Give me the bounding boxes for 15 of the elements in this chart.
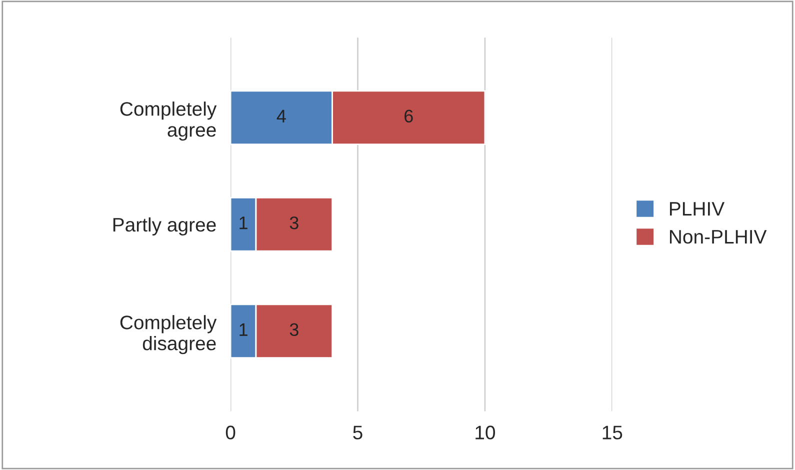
data-label: 4	[276, 110, 286, 122]
legend-label: PLHIV	[670, 202, 725, 216]
y-tick-label: Partly agree	[113, 217, 216, 236]
data-label: 1	[240, 323, 248, 336]
data-label: 3	[290, 216, 298, 230]
data-label: 1	[240, 216, 248, 230]
data-label: 6	[404, 110, 413, 123]
y-tick-label: Completely disagree	[120, 315, 217, 354]
x-tick-label: 5	[353, 426, 362, 440]
legend-label: Non-PLHIV	[670, 230, 767, 244]
x-tick-label: 0	[226, 426, 236, 440]
x-tick-label: 15	[602, 426, 622, 440]
x-tick-label: 10	[476, 426, 496, 440]
data-label: 3	[290, 323, 298, 336]
y-tick-label: Completely agree	[120, 102, 217, 141]
